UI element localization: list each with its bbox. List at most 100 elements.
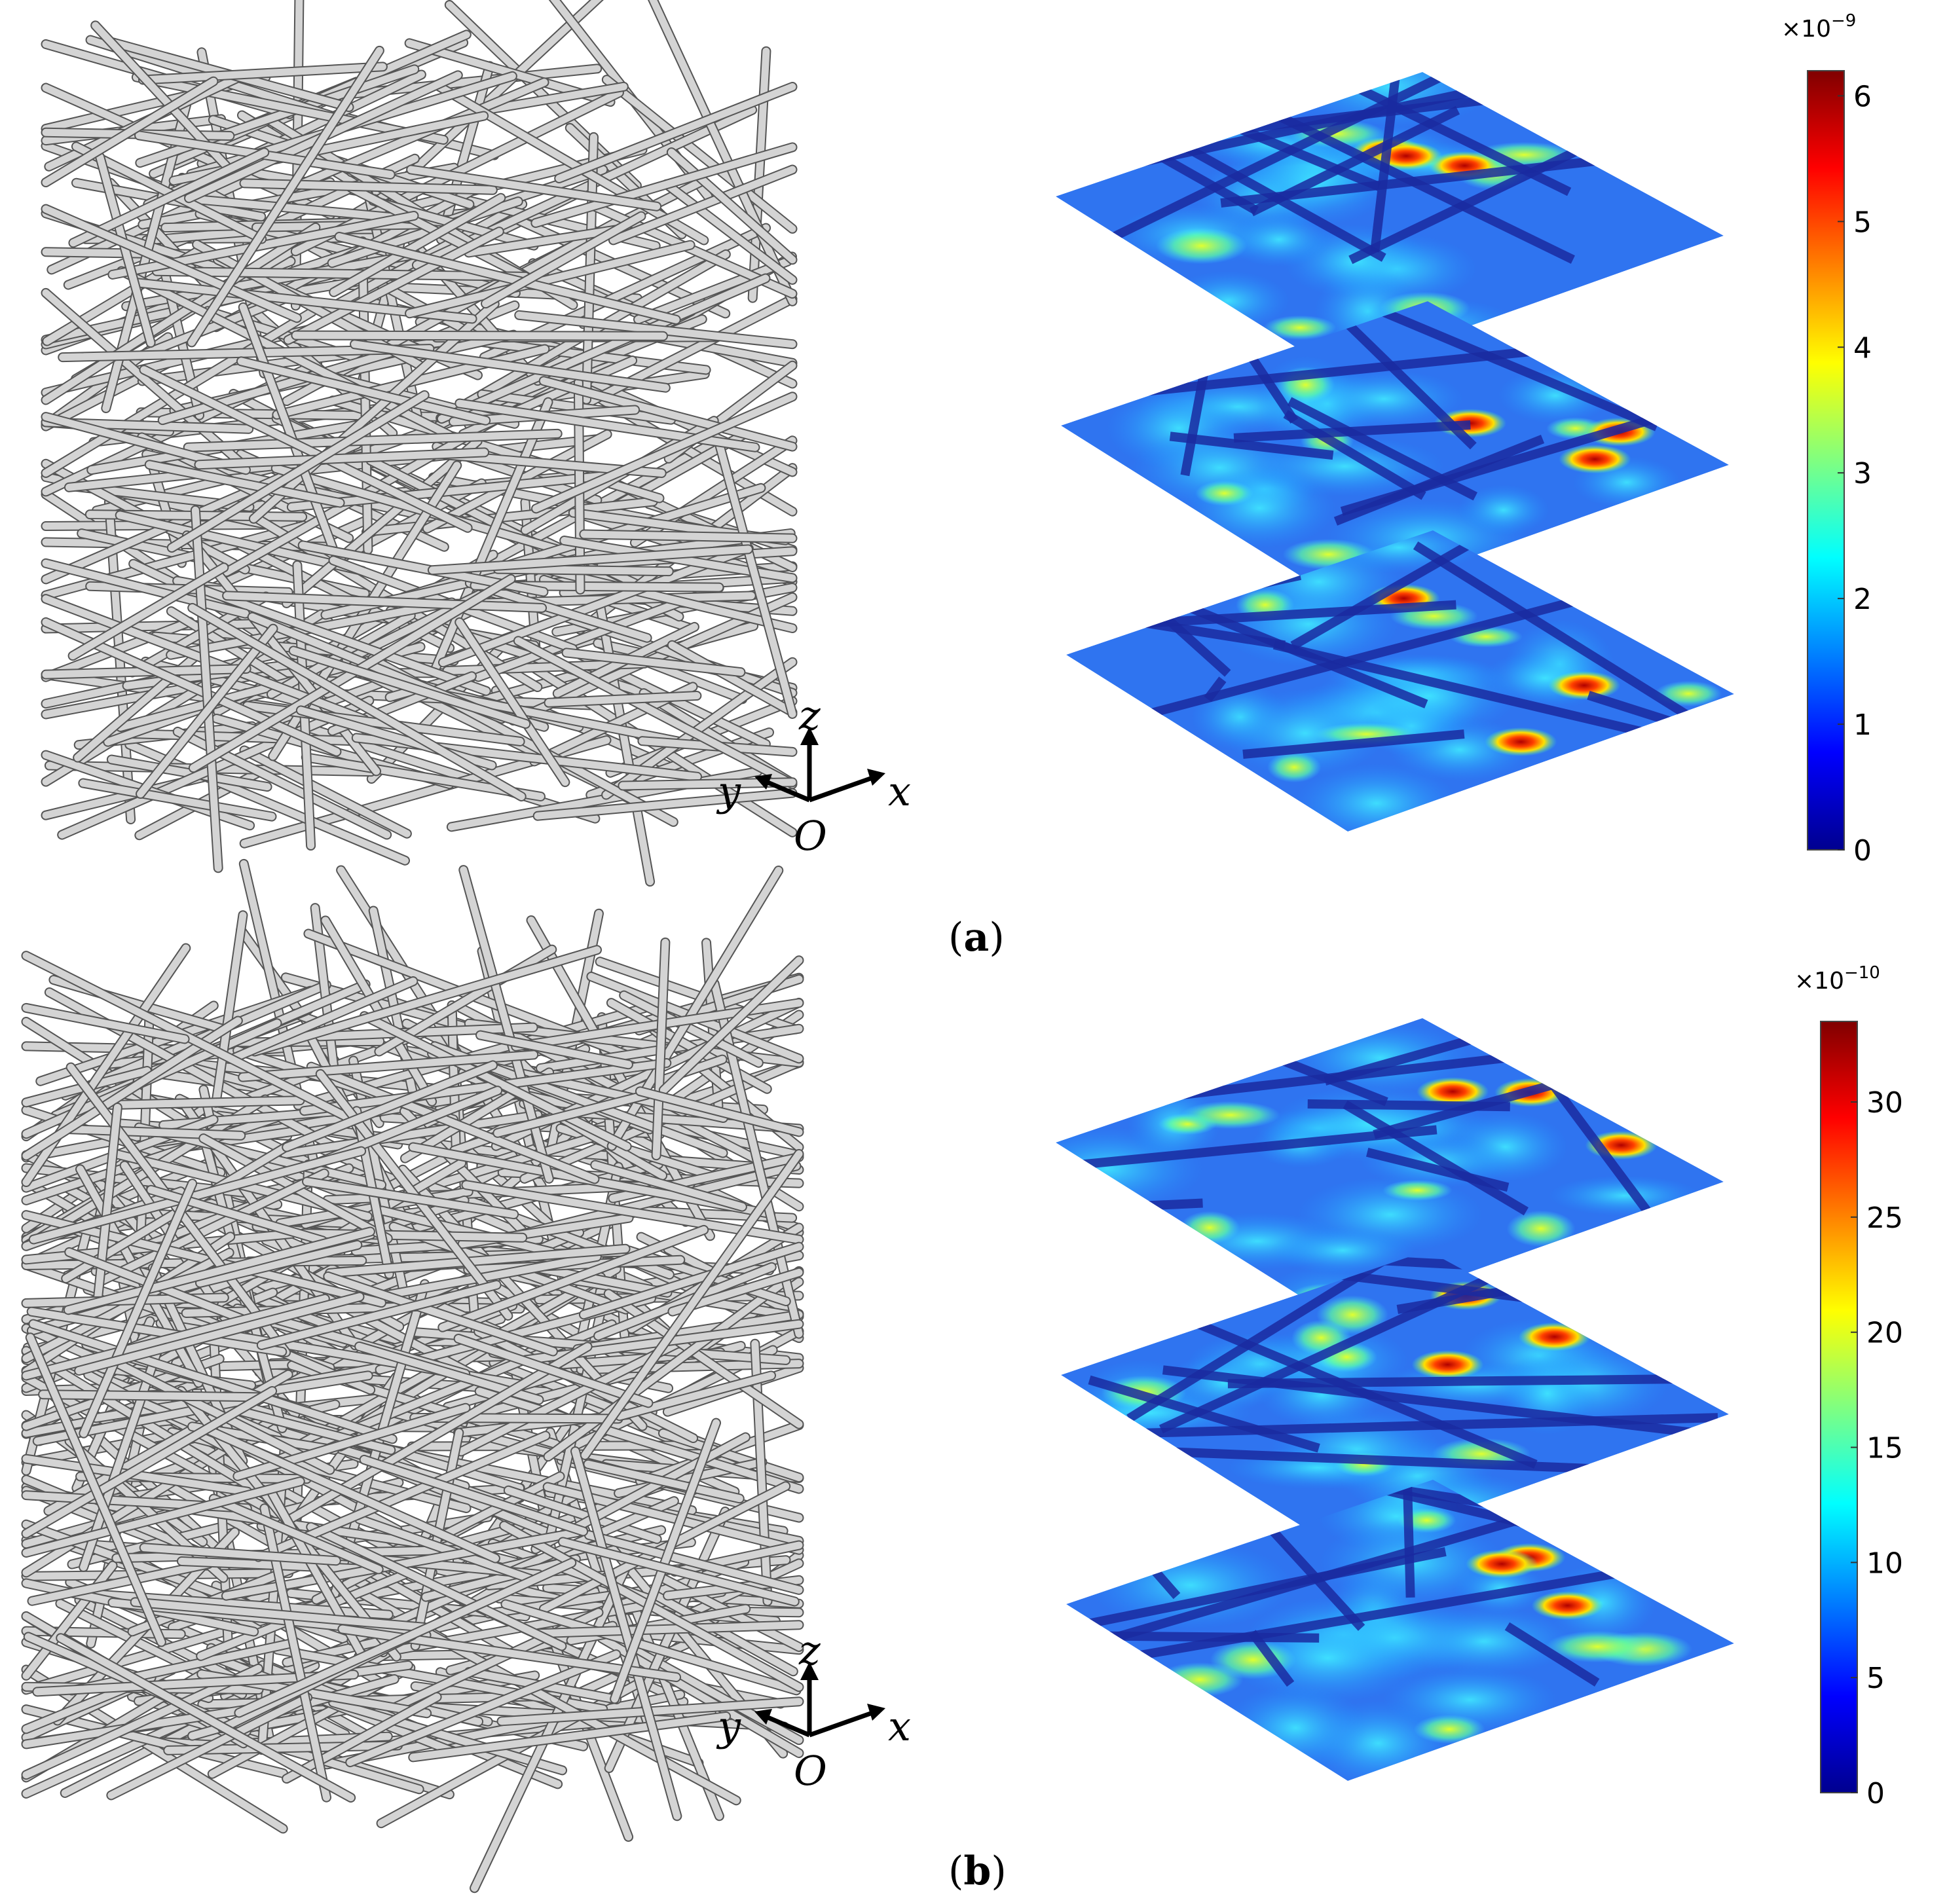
- fiber: [22, 1347, 274, 1502]
- field-peak: [1559, 445, 1631, 474]
- fiber: [22, 952, 363, 1127]
- field-region: [1382, 1666, 1558, 1733]
- fiber: [235, 1559, 576, 1717]
- fiber: [466, 579, 651, 642]
- fiber: [465, 224, 630, 257]
- field-hotspot: [1195, 480, 1254, 506]
- fiber: [431, 398, 552, 674]
- fiber: [28, 1308, 286, 1355]
- fiber: [188, 46, 383, 346]
- fiber: [571, 1448, 681, 1820]
- x-axis-label: x: [888, 767, 911, 815]
- fiber: [360, 1012, 631, 1150]
- field-hotspot: [1156, 227, 1248, 265]
- fiber: [257, 1281, 500, 1349]
- fiber: [251, 946, 601, 1055]
- fiber: [432, 81, 708, 244]
- fiber: [283, 1693, 441, 1783]
- fiber: [532, 393, 796, 513]
- colorbar-tick-label: 25: [1866, 1201, 1903, 1235]
- fiber: [585, 1531, 803, 1594]
- field-hotspot: [1179, 1211, 1240, 1245]
- slice-plane: [1061, 1251, 1729, 1552]
- fiber: [411, 1429, 463, 1650]
- fiber: [42, 205, 301, 322]
- fiber: [634, 257, 792, 323]
- fiber: [329, 1698, 566, 1774]
- fiber: [303, 1178, 518, 1218]
- field-peak: [1466, 1549, 1538, 1579]
- x-axis-arrow: [808, 1710, 874, 1738]
- slice-plane: [1056, 72, 1724, 373]
- fiber-trace: [1103, 1103, 1118, 1116]
- fiber-trace: [1307, 1099, 1510, 1112]
- fiber: [534, 789, 796, 820]
- fiber: [61, 1125, 245, 1139]
- fiber: [476, 82, 627, 115]
- slice-plane: [1056, 1018, 1724, 1319]
- z-axis-label: z: [798, 1626, 821, 1674]
- fiber: [545, 692, 701, 706]
- fiber: [227, 1037, 384, 1046]
- fiber: [270, 1343, 591, 1533]
- fiber: [158, 347, 401, 424]
- fiber: [22, 1455, 251, 1495]
- fiber: [189, 604, 525, 801]
- fiber: [494, 565, 673, 576]
- origin-label: O: [794, 812, 827, 860]
- fiber: [299, 1230, 527, 1241]
- fiber: [346, 1651, 620, 1767]
- field-peak: [1411, 1350, 1484, 1380]
- field-peak: [1485, 727, 1557, 757]
- fiber: [57, 1634, 355, 1802]
- colorbar-ticks-a: 0 1 2 3 4 5 6: [1838, 80, 1872, 868]
- fiber-trace: [1343, 1100, 1529, 1216]
- fiber: [407, 166, 661, 210]
- fiber: [132, 73, 447, 144]
- slice-stack-a: [1056, 72, 1734, 832]
- fiber: [196, 1241, 362, 1287]
- origin-label: O: [794, 1747, 827, 1795]
- fiber-trace: [1066, 1631, 1320, 1643]
- z-arrowhead-icon: [800, 1662, 819, 1680]
- x-arrowhead-icon: [867, 1704, 885, 1721]
- axes-triad-b: z y x O: [716, 1626, 911, 1795]
- x-axis-label: x: [888, 1702, 911, 1750]
- fiber: [42, 223, 320, 404]
- fiber: [107, 1694, 312, 1799]
- fiber: [292, 331, 667, 340]
- fiber: [428, 545, 752, 574]
- fiber: [514, 637, 796, 788]
- fiber: [206, 1427, 499, 1562]
- colorbar-tick-label: 3: [1853, 457, 1872, 490]
- fiber: [715, 440, 796, 718]
- fiber: [39, 1391, 265, 1401]
- fiber: [140, 366, 472, 532]
- fiber: [535, 1621, 803, 1638]
- fiber: [611, 1419, 720, 1703]
- fiber: [240, 746, 411, 837]
- colorbar-tick-label: 6: [1853, 80, 1872, 113]
- fiber-network-a: [41, 0, 798, 887]
- y-axis-label: y: [716, 767, 741, 815]
- colorbar-multiplier-a: ×10−9: [1781, 11, 1856, 43]
- fiber: [307, 1063, 599, 1183]
- fiber: [437, 62, 494, 244]
- fiber: [378, 1207, 555, 1256]
- fiber: [456, 399, 759, 451]
- colorbar-tick-label: 4: [1853, 331, 1872, 365]
- field-hotspot: [1263, 315, 1337, 340]
- fiber: [68, 1639, 295, 1694]
- fiber: [191, 506, 222, 872]
- field-region: [1457, 485, 1549, 536]
- fiber: [168, 391, 428, 552]
- fiber: [324, 1272, 557, 1355]
- fiber: [69, 149, 269, 247]
- field-region: [1497, 367, 1613, 424]
- fiber: [202, 587, 490, 695]
- fiber-trace: [1102, 1413, 1718, 1439]
- fiber: [595, 1263, 775, 1340]
- fiber: [652, 938, 669, 1160]
- fiber: [116, 511, 367, 575]
- y-axis-arrow: [765, 1714, 811, 1738]
